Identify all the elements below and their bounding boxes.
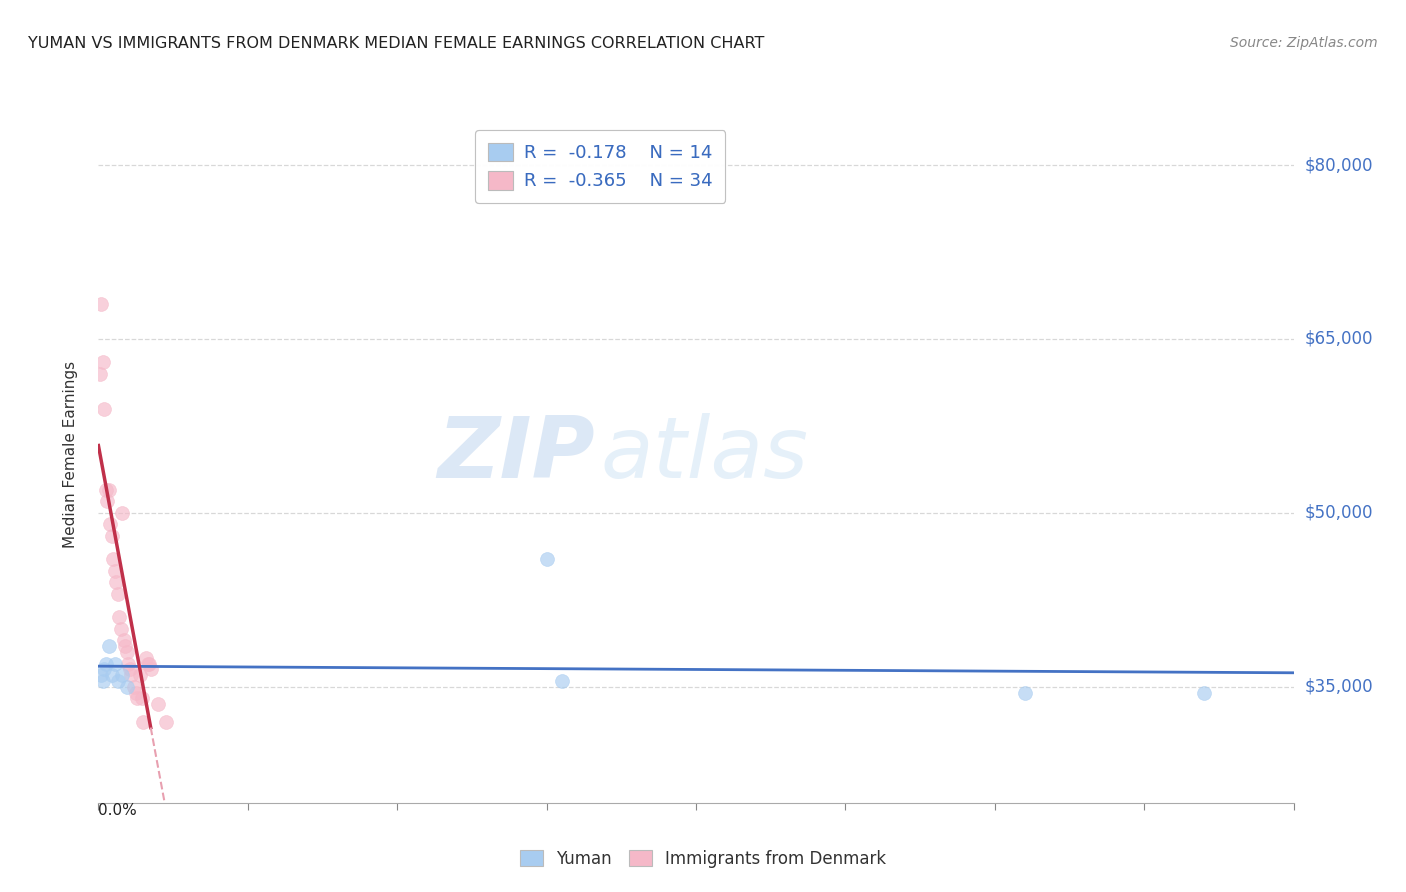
Point [114,639,136,653]
Point [96,494,118,508]
Point [93,401,115,416]
Point [91,674,114,689]
Point [135,651,157,665]
Text: atlas: atlas [600,413,808,497]
Point [139,662,162,677]
Point [132,714,155,729]
Point [94,657,117,671]
Point [104,564,127,578]
Text: Source: ZipAtlas.com: Source: ZipAtlas.com [1230,36,1378,50]
Text: $35,000: $35,000 [1305,678,1374,696]
Point [97,639,120,653]
Point [104,657,127,671]
Point [115,680,138,694]
Point [131,691,153,706]
Legend: R =  -0.178    N = 14, R =  -0.365    N = 34: R = -0.178 N = 14, R = -0.365 N = 34 [475,130,725,203]
Point [103,552,125,566]
Point [112,633,135,648]
Point [117,657,139,671]
Point [148,698,170,712]
Text: $65,000: $65,000 [1305,330,1374,348]
Point [97,483,120,497]
Point [115,645,138,659]
Point [136,657,159,671]
Point [1192,686,1215,700]
Point [107,674,129,689]
Point [108,610,131,624]
Point [101,668,124,682]
Legend: Yuman, Immigrants from Denmark: Yuman, Immigrants from Denmark [513,844,893,875]
Point [120,668,142,682]
Point [101,529,124,543]
Point [94,483,117,497]
Point [155,714,177,729]
Point [111,668,134,682]
Point [93,662,115,677]
Point [89,367,111,381]
Text: $80,000: $80,000 [1305,156,1374,174]
Point [111,506,134,520]
Point [90,297,112,311]
Text: YUMAN VS IMMIGRANTS FROM DENMARK MEDIAN FEMALE EARNINGS CORRELATION CHART: YUMAN VS IMMIGRANTS FROM DENMARK MEDIAN … [28,36,765,51]
Point [129,668,152,682]
Point [91,355,114,369]
Point [98,517,122,532]
Point [125,686,148,700]
Point [127,691,149,706]
Point [550,674,572,689]
Point [536,552,558,566]
Point [1014,686,1036,700]
Text: $50,000: $50,000 [1305,504,1374,522]
Point [107,587,129,601]
Y-axis label: Median Female Earnings: Median Female Earnings [63,361,77,549]
Point [105,575,128,590]
Point [124,680,146,694]
Point [138,657,160,671]
Text: ZIP: ZIP [437,413,595,497]
Point [110,622,132,636]
Point [90,668,112,682]
Point [118,662,141,677]
Text: 0.0%: 0.0% [98,803,138,818]
